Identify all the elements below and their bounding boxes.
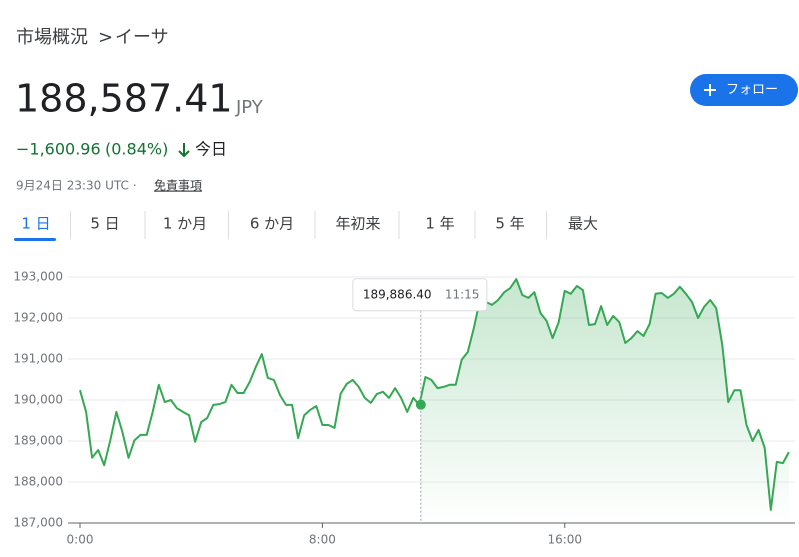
breadcrumb-separator: > [98,27,113,48]
x-tick-label: 8:00 [309,533,336,547]
change-percent: (0.84%) [105,140,168,159]
price-line [79,278,790,511]
range-tabs: 1 日 5 日 1 か月 6 か月 年初来 1 年 5 年 最大 [14,211,598,241]
hover-dot [415,399,426,410]
period: 今日 [195,140,227,159]
follow-button-bg[interactable] [690,74,798,106]
range-tab[interactable]: 6 か月 [250,215,294,233]
y-tick-label: 189,000 [13,434,63,448]
tooltip-box [352,278,488,312]
follow-button-label[interactable]: フォロー [726,83,778,98]
price-chart: 187,000 188,000 189,000 190,000 191,000 192,0… [13,270,795,547]
range-tab[interactable]: 5 日 [90,215,119,233]
breadcrumb-parent[interactable]: 市場概況 [16,27,88,48]
x-tick-label: 16:00 [547,533,582,547]
y-tick-label: 187,000 [13,516,63,530]
breadcrumb-current: イーサ [115,27,169,48]
y-tick-label: 190,000 [13,393,63,407]
price: 188,587.41 [15,77,233,121]
area-fill [420,279,789,523]
down-arrow-icon [178,143,190,158]
breadcrumb: 市場概況 > イーサ [16,27,169,48]
y-tick-label: 193,000 [13,270,63,284]
tooltip-value: 189,886.40 [363,287,432,301]
range-tab[interactable]: 年初来 [335,215,380,233]
active-tab-indicator [14,238,56,241]
range-tab[interactable]: 5 年 [495,215,524,233]
change: −1,600.96 [16,140,101,159]
range-tab[interactable]: 1 日 [21,215,50,233]
range-tab[interactable]: 1 か月 [163,215,207,233]
currency: JPY [235,97,264,118]
follow-button[interactable]: フォロー [690,74,798,106]
range-tab[interactable]: 最大 [568,215,598,233]
disclaimer-link[interactable]: 免責事項 [154,178,202,193]
tooltip-time: 11:15 [445,287,480,301]
x-tick-label: 0:00 [67,533,94,547]
change-row: −1,600.96 (0.84%) 今日 [16,140,227,159]
y-tick-label: 191,000 [13,352,63,366]
y-tick-label: 192,000 [13,311,63,325]
timestamp: 9月24日 23:30 UTC · [16,179,137,193]
plus-icon [704,84,716,96]
range-tab[interactable]: 1 年 [425,215,454,233]
y-tick-label: 188,000 [13,475,63,489]
